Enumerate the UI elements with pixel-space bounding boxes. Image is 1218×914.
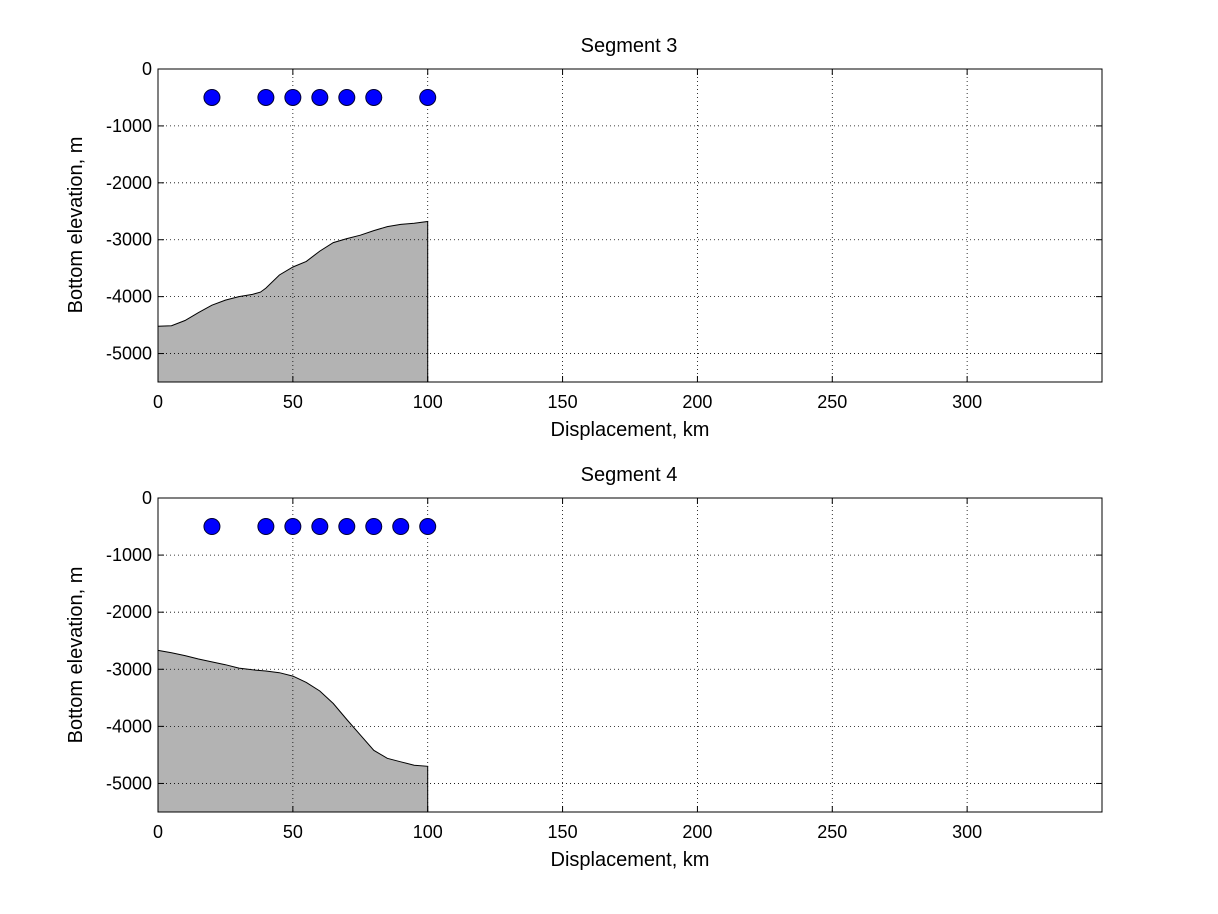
y-tick-label: -5000 (106, 773, 152, 793)
terrain-layer (157, 649, 429, 813)
bathymetry-area (157, 649, 429, 813)
y-tick-labels: 0 -1000 -2000 -3000 -4000 -5000 (106, 488, 152, 793)
station-marker (284, 88, 302, 106)
x-tick-label: 250 (817, 392, 847, 412)
plot-frame (157, 68, 1103, 383)
station-marker (338, 88, 356, 106)
x-axis-label: Displacement, km (551, 849, 710, 871)
y-tick-label: -5000 (106, 344, 152, 364)
y-tick-label: 0 (142, 59, 152, 79)
plot-frame (157, 497, 1103, 813)
station-marker (365, 88, 383, 106)
station-marker (365, 518, 383, 536)
grid-layer (158, 69, 1102, 382)
x-tick-label: 0 (153, 392, 163, 412)
station-marker (284, 518, 302, 536)
x-tick-label: 0 (153, 822, 163, 842)
station-marker (203, 518, 221, 536)
y-axis-label: Bottom elevation, m (65, 137, 87, 314)
station-markers (203, 88, 437, 106)
y-tick-label: -1000 (106, 116, 152, 136)
y-tick-label: -4000 (106, 287, 152, 307)
station-marker (419, 518, 437, 536)
y-axis-label: Bottom elevation, m (65, 567, 87, 744)
x-tick-label: 250 (817, 822, 847, 842)
x-tick-label: 200 (682, 392, 712, 412)
station-marker (203, 88, 221, 106)
tick-marks (157, 68, 1102, 382)
station-marker (257, 518, 275, 536)
station-marker (419, 88, 437, 106)
chart-panel-segment-4: Segment 4 0 50 100 150 200 250 300 0 -1000 -2000… (65, 464, 1103, 871)
x-tick-label: 150 (548, 822, 578, 842)
station-marker (257, 88, 275, 106)
x-tick-label: 200 (682, 822, 712, 842)
y-tick-label: 0 (142, 488, 152, 508)
x-axis-label: Displacement, km (551, 419, 710, 441)
y-tick-labels: 0 -1000 -2000 -3000 -4000 -5000 (106, 59, 152, 364)
y-tick-label: -4000 (106, 716, 152, 736)
x-tick-label: 150 (548, 392, 578, 412)
y-tick-label: -2000 (106, 602, 152, 622)
x-tick-label: 100 (413, 392, 443, 412)
y-tick-label: -3000 (106, 659, 152, 679)
x-tick-label: 100 (413, 822, 443, 842)
station-marker (311, 88, 329, 106)
tick-marks (157, 497, 1102, 812)
station-marker (392, 518, 410, 536)
station-marker (311, 518, 329, 536)
x-tick-labels: 0 50 100 150 200 250 300 (153, 822, 982, 842)
x-tick-label: 300 (952, 392, 982, 412)
chart-title: Segment 3 (581, 35, 678, 57)
x-tick-label: 300 (952, 822, 982, 842)
station-marker (338, 518, 356, 536)
chart-title: Segment 4 (581, 464, 678, 486)
station-markers (203, 518, 437, 536)
y-tick-label: -2000 (106, 173, 152, 193)
x-tick-label: 50 (283, 392, 303, 412)
y-tick-label: -1000 (106, 545, 152, 565)
chart-panel-segment-3: Segment 3 0 50 100 150 200 250 300 0 -1000 -2000… (65, 35, 1103, 441)
x-tick-labels: 0 50 100 150 200 250 300 (153, 392, 982, 412)
y-tick-label: -3000 (106, 230, 152, 250)
grid-layer (158, 498, 1102, 812)
x-tick-label: 50 (283, 822, 303, 842)
